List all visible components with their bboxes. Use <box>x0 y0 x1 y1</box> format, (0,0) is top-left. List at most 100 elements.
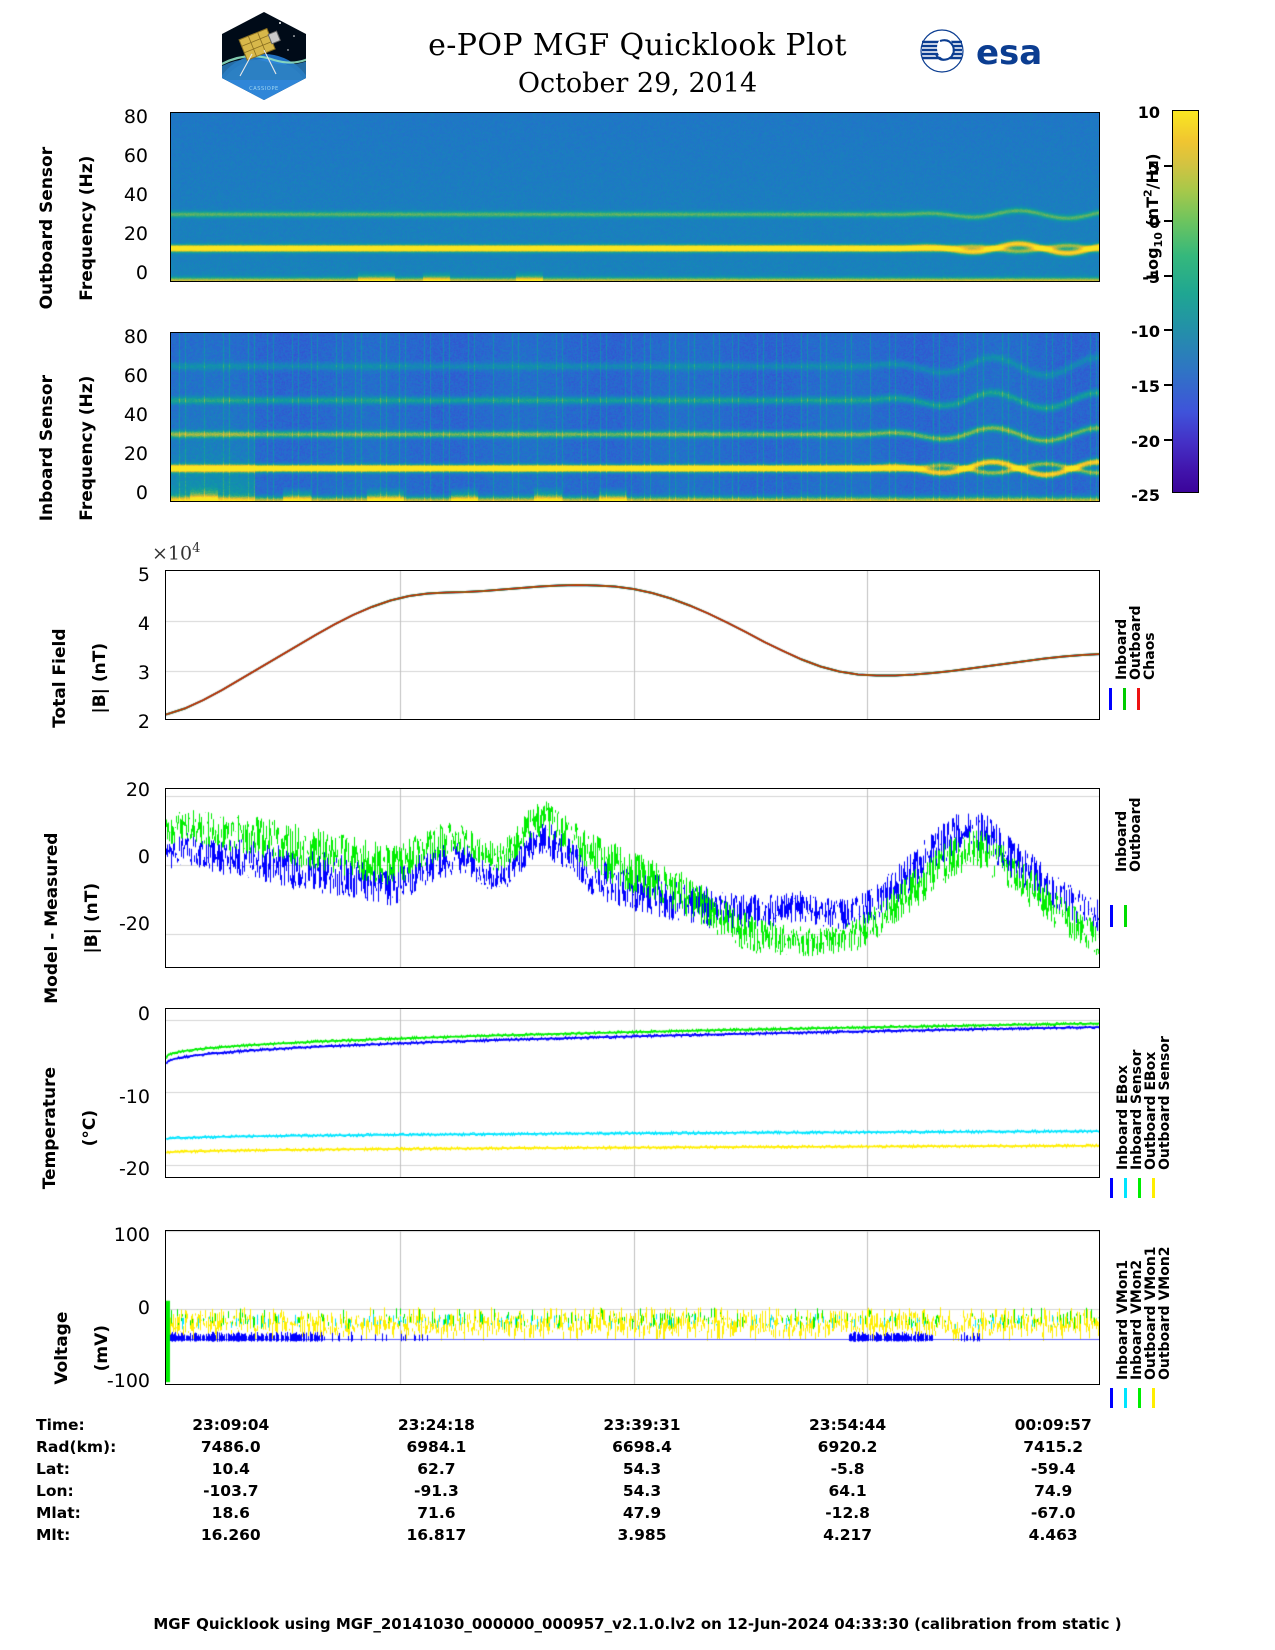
legend-swatch-inboard-vmon1 <box>1110 1388 1113 1408</box>
legend-label-outboard: Outboard <box>1128 797 1144 872</box>
page-header: CASSIOPE e-POP MGF Quicklook Plot Octobe… <box>0 0 1275 110</box>
exp-power: 4 <box>192 541 201 556</box>
ephemeris-value: 4.463 <box>1028 1526 1078 1544</box>
total-field-plot <box>166 571 1099 719</box>
colorbar-title-sub: 10 <box>1152 232 1166 248</box>
ephemeris-key: Rad(km): <box>36 1438 117 1456</box>
ylabel-line2: |B| (nT) <box>82 882 102 954</box>
temperature-ylabel: Temperature (°C) <box>20 1040 120 1240</box>
ephemeris-key: Time: <box>36 1416 85 1434</box>
temperature-axes <box>165 1008 1100 1178</box>
ylabel-line2: (°C) <box>80 1109 100 1147</box>
legend-label-chaos: Chaos <box>1142 632 1158 680</box>
legend-swatch-inboard <box>1109 688 1112 710</box>
ytick-60: 60 <box>123 145 148 167</box>
legend-label-outboard-sensor: Outboard Sensor <box>1157 1036 1173 1170</box>
ephemeris-table: Time: 23:09:04 23:24:18 23:39:31 23:54:44 00:… <box>36 1414 1156 1546</box>
ytick-20: 20 <box>125 779 150 801</box>
ytick--100: -100 <box>106 1370 150 1392</box>
ephemeris-value: 62.7 <box>417 1460 456 1478</box>
cbar-tick-5: 5 <box>1148 158 1160 177</box>
ylabel-line2: Frequency (Hz) <box>77 155 97 301</box>
legend-label-outboard-vmon2: Outboard VMon2 <box>1157 1246 1173 1380</box>
page-date: October 29, 2014 <box>517 68 758 99</box>
outboard-spectrogram-ylabel: Outboard Sensor Frequency (Hz) <box>17 140 117 340</box>
ytick-60: 60 <box>123 365 148 387</box>
ytick-40: 40 <box>123 404 148 426</box>
inboard-spectrogram-ylabel: Inboard Sensor Frequency (Hz) <box>17 360 117 560</box>
ephemeris-row: Time: 23:09:04 23:24:18 23:39:31 23:54:44 00:… <box>36 1414 1156 1436</box>
ytick-80: 80 <box>123 326 148 348</box>
legend-swatch-inboard-sensor <box>1124 1178 1127 1198</box>
ephemeris-value: 23:54:44 <box>809 1416 887 1434</box>
ephemeris-value: -12.8 <box>825 1504 870 1522</box>
inboard-spectrogram-image <box>171 333 1099 501</box>
ylabel-line2: (mV) <box>92 1324 112 1372</box>
ephemeris-value: 16.817 <box>406 1526 467 1544</box>
ephemeris-value: 23:39:31 <box>603 1416 681 1434</box>
ytick-0: 0 <box>135 482 148 504</box>
ephemeris-value: -59.4 <box>1030 1460 1076 1478</box>
cassiope-satellite-logo: CASSIOPE <box>218 10 310 102</box>
svg-text:CASSIOPE: CASSIOPE <box>249 86 279 92</box>
voltage-axes <box>165 1230 1100 1385</box>
total-field-axes <box>165 570 1100 720</box>
ephemeris-value: 64.1 <box>828 1482 867 1500</box>
ephemeris-key: Lat: <box>36 1460 70 1478</box>
ephemeris-key: Lon: <box>36 1482 74 1500</box>
esa-logo: esa <box>920 28 1045 74</box>
cbar-tick-0: 0 <box>1148 213 1160 232</box>
ytick--20: -20 <box>118 913 150 935</box>
ytick-80: 80 <box>123 106 148 128</box>
model-measured-axes <box>165 788 1100 968</box>
outboard-spectrogram-axes <box>170 112 1100 282</box>
colorbar-title-sup: 2 <box>1141 189 1155 197</box>
cbar-tick-10: 10 <box>1137 103 1160 122</box>
ytick-20: 20 <box>123 443 148 465</box>
ephemeris-row: Lat: 10.4 62.7 54.3 -5.8 -59.4 <box>36 1458 1156 1480</box>
legend-swatch-inboard-vmon2 <box>1124 1388 1127 1408</box>
page-title: e-POP MGF Quicklook Plot <box>428 28 847 63</box>
page-title-block: e-POP MGF Quicklook Plot October 29, 201… <box>0 28 1275 99</box>
ephemeris-key: Mlat: <box>36 1504 81 1522</box>
ytick-0: 0 <box>137 1003 150 1025</box>
ephemeris-row: Mlt: 16.260 16.817 3.985 4.217 4.463 <box>36 1524 1156 1546</box>
ephemeris-value: 6984.1 <box>406 1438 467 1456</box>
legend-swatch-outboard-vmon2 <box>1152 1388 1155 1408</box>
legend-swatch-outboard-vmon1 <box>1138 1388 1141 1408</box>
footer-text: MGF Quicklook using MGF_20141030_000000_… <box>153 1615 1122 1633</box>
ylabel-line1: Outboard Sensor <box>37 146 57 310</box>
ytick-20: 20 <box>123 223 148 245</box>
legend-swatch-outboard-ebox <box>1138 1178 1141 1198</box>
cbar-tick--15: -15 <box>1131 377 1160 396</box>
ytick-4: 4 <box>137 613 150 635</box>
ylabel-line1: Total Field <box>50 628 70 728</box>
ephemeris-value: 47.9 <box>622 1504 662 1522</box>
ephemeris-value: 7415.2 <box>1023 1438 1084 1456</box>
legend-swatch-inboard <box>1110 905 1113 927</box>
ephemeris-value: 00:09:57 <box>1014 1416 1092 1434</box>
colorbar-gradient <box>1172 110 1199 493</box>
ephemeris-value: 16.260 <box>200 1526 261 1544</box>
ylabel-line2: |B| (nT) <box>90 642 110 714</box>
ephemeris-value: 7486.0 <box>200 1438 261 1456</box>
ephemeris-value: 6920.2 <box>817 1438 878 1456</box>
ylabel-line1: Temperature <box>40 1067 60 1190</box>
ephemeris-value: -103.7 <box>203 1482 259 1500</box>
ytick-40: 40 <box>123 184 148 206</box>
ytick-0: 0 <box>137 846 150 868</box>
temperature-plot <box>166 1009 1099 1177</box>
ephemeris-value: 23:09:04 <box>192 1416 270 1434</box>
ephemeris-value: 18.6 <box>211 1504 250 1522</box>
ephemeris-value: 10.4 <box>211 1460 250 1478</box>
ytick-3: 3 <box>137 662 150 684</box>
legend-swatch-outboard <box>1123 688 1126 710</box>
ephemeris-value: -5.8 <box>830 1460 865 1478</box>
ephemeris-row: Rad(km): 7486.0 6984.1 6698.4 6920.2 7415.2 <box>36 1436 1156 1458</box>
ephemeris-key: Mlt: <box>36 1526 71 1544</box>
cbar-tick--10: -10 <box>1131 322 1160 341</box>
cbar-tick--5: -5 <box>1142 268 1160 287</box>
esa-wordmark: esa <box>976 33 1042 73</box>
ytick-0: 0 <box>135 262 148 284</box>
ephemeris-value: 71.6 <box>417 1504 456 1522</box>
